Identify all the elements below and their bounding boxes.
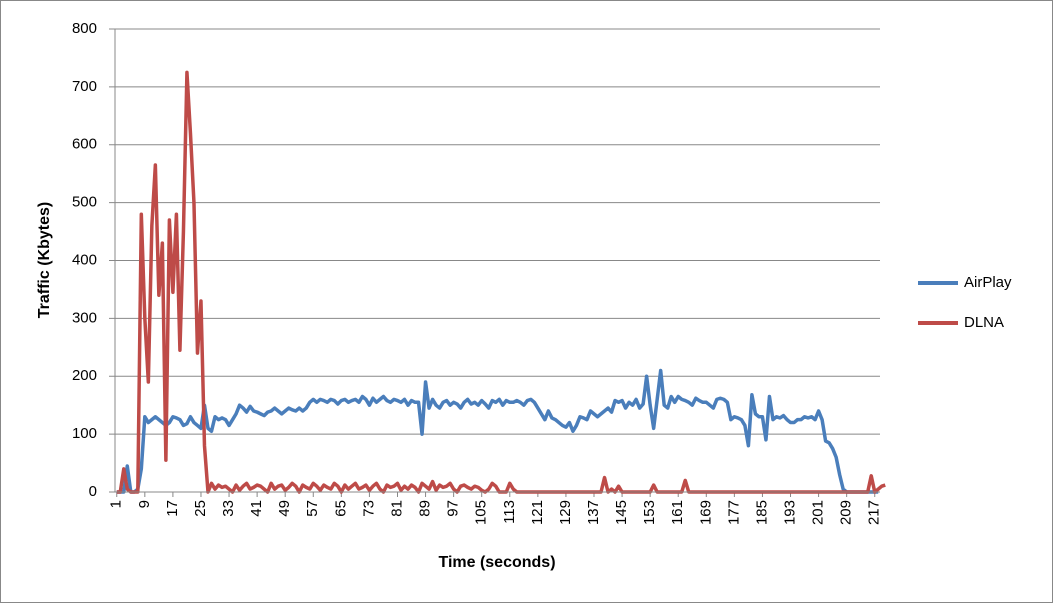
- x-tick-label: 105: [473, 500, 490, 525]
- y-tick-label: 200: [72, 367, 97, 384]
- x-tick-label: 17: [164, 500, 181, 517]
- x-tick-label: 121: [529, 500, 546, 525]
- legend-label: AirPlay: [964, 274, 1012, 291]
- legend-label: DLNA: [964, 314, 1004, 331]
- x-tick-label: 177: [725, 500, 742, 525]
- y-axis-label: Traffic (Kbytes): [36, 202, 53, 318]
- x-tick-label: 185: [753, 500, 770, 525]
- x-tick-label: 129: [557, 500, 574, 525]
- y-tick-label: 500: [72, 194, 97, 211]
- x-tick-label: 161: [669, 500, 686, 525]
- x-axis-label: Time (seconds): [438, 554, 555, 571]
- x-tick-label: 209: [838, 500, 855, 525]
- y-tick-label: 400: [72, 251, 97, 268]
- x-tick-label: 49: [276, 500, 293, 517]
- x-tick-label: 65: [332, 500, 349, 517]
- x-tick-label: 137: [585, 500, 602, 525]
- y-tick-label: 100: [72, 425, 97, 442]
- x-tick-label: 169: [697, 500, 714, 525]
- x-tick-label: 193: [781, 500, 798, 525]
- x-tick-label: 57: [304, 500, 321, 517]
- x-tick-label: 33: [220, 500, 237, 517]
- y-tick-label: 600: [72, 136, 97, 153]
- y-tick-label: 800: [72, 20, 97, 37]
- x-tick-label: 89: [417, 500, 434, 517]
- y-tick-label: 700: [72, 78, 97, 95]
- y-tick-label: 0: [89, 483, 97, 500]
- x-tick-label: 9: [136, 500, 153, 508]
- x-tick-label: 81: [388, 500, 405, 517]
- x-tick-label: 1: [108, 500, 125, 508]
- x-tick-label: 97: [445, 500, 462, 517]
- y-tick-label: 300: [72, 309, 97, 326]
- x-tick-label: 73: [360, 500, 377, 517]
- x-tick-label: 153: [641, 500, 658, 525]
- x-tick-label: 145: [613, 500, 630, 525]
- x-tick-label: 25: [192, 500, 209, 517]
- x-tick-label: 41: [248, 500, 265, 517]
- x-tick-label: 217: [866, 500, 883, 525]
- x-tick-label: 201: [810, 500, 827, 525]
- x-tick-label: 113: [501, 500, 518, 524]
- series-line: [116, 368, 879, 494]
